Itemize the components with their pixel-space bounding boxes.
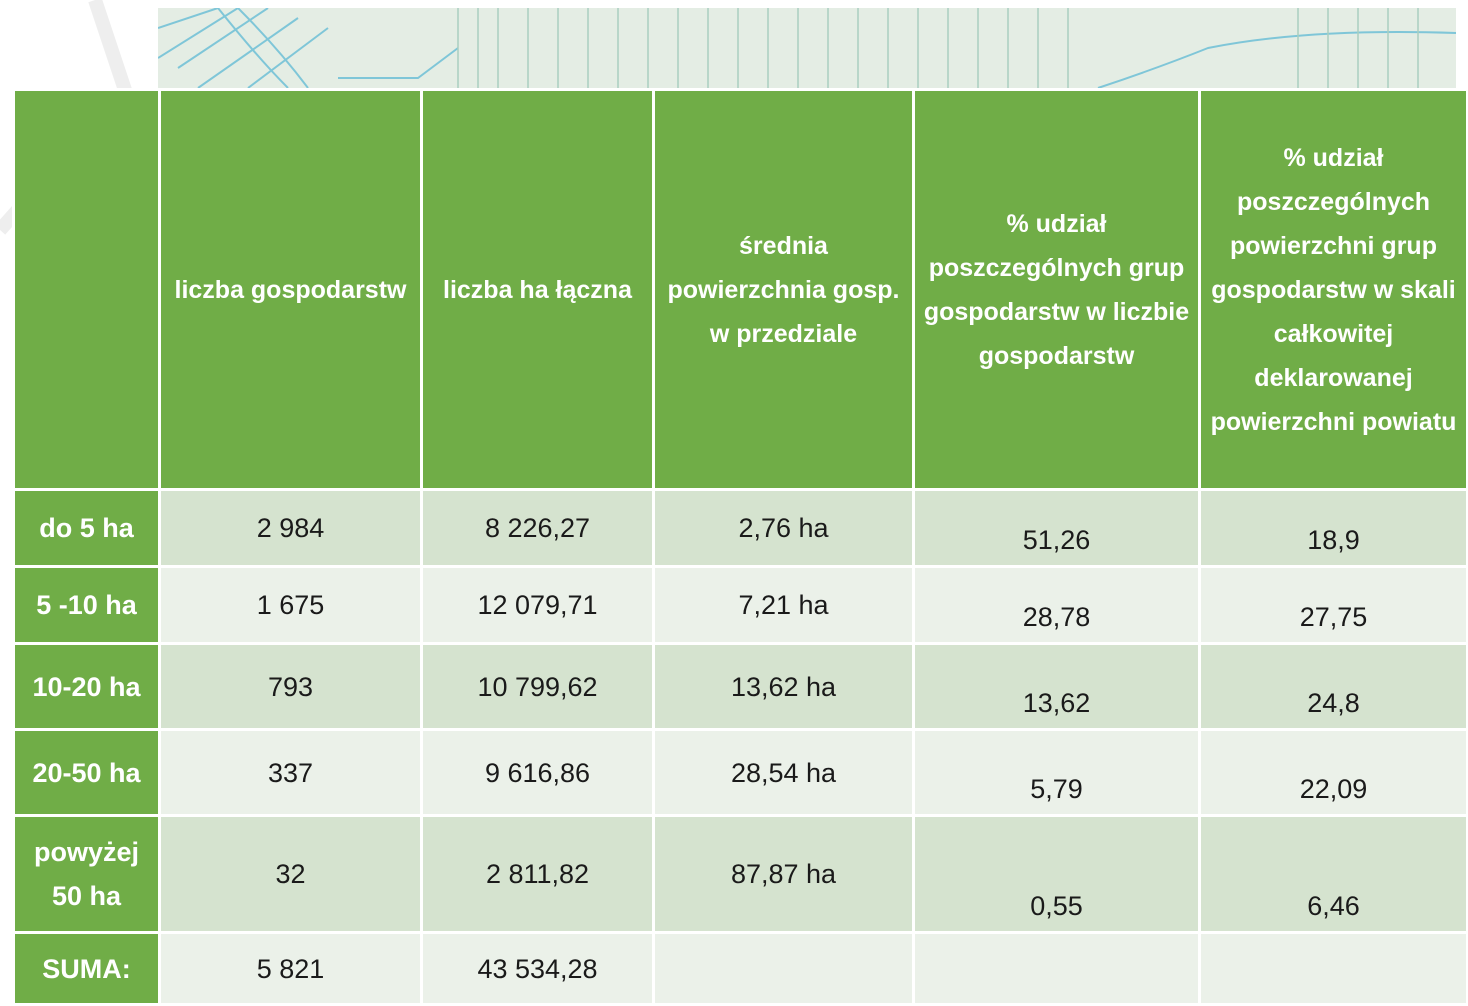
cell: 13,62 <box>914 644 1200 730</box>
header-cell: liczba gospodarstw <box>160 90 422 490</box>
cell: 27,75 <box>1200 567 1468 644</box>
cell: 2 984 <box>160 490 422 567</box>
cell: 5,79 <box>914 730 1200 816</box>
cell: 22,09 <box>1200 730 1468 816</box>
empty-cell <box>1200 933 1468 1005</box>
row-label: powyżej 50 ha <box>14 816 160 933</box>
cell: 43 534,28 <box>422 933 654 1005</box>
row-label: SUMA: <box>14 933 160 1005</box>
row-label: do 5 ha <box>14 490 160 567</box>
cell: 28,54 ha <box>654 730 914 816</box>
cell: 793 <box>160 644 422 730</box>
cell: 7,21 ha <box>654 567 914 644</box>
cell: 2,76 ha <box>654 490 914 567</box>
header-cell: średnia powierzchnia gosp. w przedziale <box>654 90 914 490</box>
empty-cell <box>914 933 1200 1005</box>
header-cell: liczba ha łączna <box>422 90 654 490</box>
cell: 18,9 <box>1200 490 1468 567</box>
row-label: 10-20 ha <box>14 644 160 730</box>
cell: 9 616,86 <box>422 730 654 816</box>
row-label: 20-50 ha <box>14 730 160 816</box>
cell: 1 675 <box>160 567 422 644</box>
cell: 87,87 ha <box>654 816 914 933</box>
cell: 10 799,62 <box>422 644 654 730</box>
row-label: 5 -10 ha <box>14 567 160 644</box>
map-strip <box>158 8 1456 88</box>
cell: 2 811,82 <box>422 816 654 933</box>
cell: 32 <box>160 816 422 933</box>
cell: 0,55 <box>914 816 1200 933</box>
header-cell: % udział poszczególnych grup gospodarstw… <box>914 90 1200 490</box>
header-cell: % udział poszczególnych powierzchni grup… <box>1200 90 1468 490</box>
header-corner <box>14 90 160 490</box>
cell: 51,26 <box>914 490 1200 567</box>
cell: 28,78 <box>914 567 1200 644</box>
cell: 8 226,27 <box>422 490 654 567</box>
cell: 12 079,71 <box>422 567 654 644</box>
cell: 6,46 <box>1200 816 1468 933</box>
cell: 337 <box>160 730 422 816</box>
cell: 24,8 <box>1200 644 1468 730</box>
cell: 5 821 <box>160 933 422 1005</box>
page: {"table": { "header": ["liczba gospodars… <box>0 0 1468 1004</box>
empty-cell <box>654 933 914 1005</box>
cell: 13,62 ha <box>654 644 914 730</box>
